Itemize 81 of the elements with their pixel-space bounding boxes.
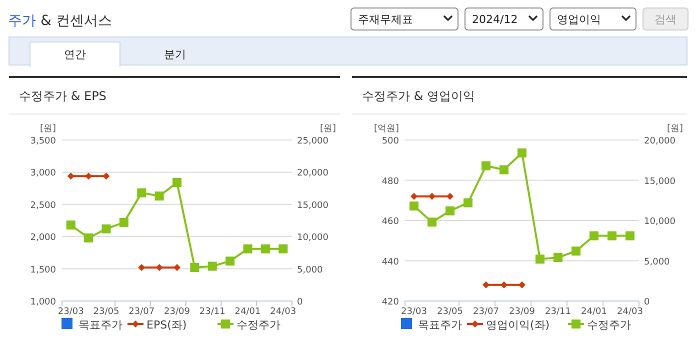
chart-title: 수정주가 & EPS	[19, 89, 106, 103]
y-tick-label: 440	[382, 257, 400, 268]
x-tick-label: 23/11	[545, 307, 571, 317]
y-tick-label: 500	[382, 136, 400, 146]
y2-tick-label: 0	[297, 298, 303, 308]
point	[428, 218, 436, 227]
point	[464, 198, 472, 208]
point	[554, 253, 562, 262]
legend-label: 목표주가	[78, 318, 122, 332]
point	[446, 206, 454, 216]
point	[243, 244, 252, 254]
x-tick-label: 24/03	[270, 307, 296, 317]
point	[137, 188, 146, 198]
point	[410, 202, 418, 211]
y2-axis-title: [원]	[666, 124, 683, 134]
y2-tick-label: 5,000	[644, 257, 670, 268]
x-tick-label: 23/03	[401, 307, 427, 317]
point	[626, 231, 634, 240]
y-tick-label: 420	[382, 298, 400, 308]
x-tick-label: 24/03	[617, 307, 643, 317]
text: 2024/12	[472, 13, 518, 26]
point	[208, 262, 217, 271]
x-tick-label: 23/07	[473, 307, 499, 317]
x-tick-label: 23/09	[509, 307, 536, 317]
y-tick-label: 3,500	[30, 136, 56, 146]
y2-tick-label: 10,000	[297, 233, 329, 244]
y-axis-title: [억원]	[374, 124, 399, 134]
point	[260, 244, 270, 254]
y2-tick-label: 25,000	[297, 136, 329, 146]
point	[172, 178, 182, 188]
x-tick-label: 23/03	[58, 307, 84, 317]
text: 검색	[654, 13, 676, 26]
y2-tick-label: 20,000	[297, 168, 329, 179]
y2-tick-label: 0	[644, 298, 650, 308]
y-tick-label: 480	[382, 176, 400, 187]
point	[500, 165, 508, 174]
legend-label: 영업이익(좌)	[486, 318, 550, 332]
y-tick-label: 460	[382, 217, 400, 227]
text: 주가 & 컨센서스	[8, 13, 112, 29]
y-tick-label: 1,000	[30, 298, 56, 308]
x-tick-label: 23/07	[128, 307, 155, 317]
legend-label: 수정주가	[236, 318, 280, 332]
y2-tick-label: 15,000	[297, 200, 329, 211]
chart-title: 수정주가 & 영업이익	[362, 89, 475, 103]
x-tick-label: 23/05	[437, 307, 463, 317]
text: 분기	[164, 48, 186, 61]
point	[482, 161, 490, 170]
point	[608, 231, 616, 240]
y2-tick-label: 5,000	[297, 265, 324, 276]
x-tick-label: 23/09	[164, 307, 190, 317]
point	[518, 148, 526, 158]
x-tick-label: 23/11	[199, 307, 226, 317]
legend-label: EPS(좌)	[146, 318, 187, 332]
point	[119, 218, 128, 227]
y2-tick-label: 20,000	[644, 136, 676, 146]
point	[154, 192, 164, 201]
point	[66, 220, 76, 230]
text: 연간	[64, 48, 86, 61]
y2-axis-title: [원]	[320, 124, 336, 134]
y2-tick-label: 15,000	[644, 176, 676, 187]
point	[572, 246, 580, 256]
point	[190, 263, 200, 272]
y-tick-label: 2,500	[30, 200, 56, 211]
x-tick-label: 23/05	[93, 307, 120, 317]
x-tick-label: 24/01	[234, 307, 261, 317]
legend-label: 목표주가	[418, 318, 462, 332]
text: 주재무제표	[358, 13, 413, 26]
point	[102, 224, 111, 234]
point	[278, 244, 288, 254]
point	[226, 256, 235, 266]
text: 영업이익	[557, 13, 601, 26]
point	[536, 254, 544, 264]
x-tick-label: 24/01	[581, 307, 607, 317]
y-tick-label: 3,000	[30, 168, 56, 179]
point	[84, 233, 94, 242]
legend-label: 수정주가	[587, 318, 631, 332]
y-tick-label: 2,000	[30, 233, 56, 244]
point	[590, 231, 598, 240]
y-axis-title: [원]	[40, 124, 56, 134]
y-tick-label: 1,500	[30, 265, 56, 276]
y2-tick-label: 10,000	[644, 217, 676, 227]
